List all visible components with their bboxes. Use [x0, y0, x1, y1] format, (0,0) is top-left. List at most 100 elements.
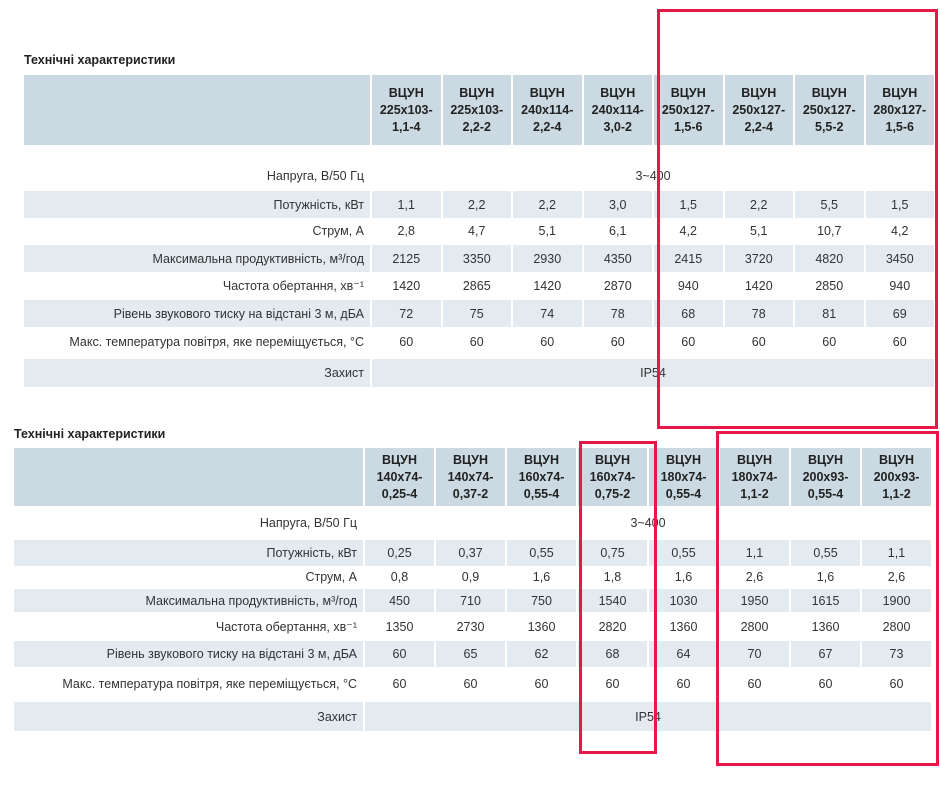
table-row: Рівень звукового тиску на відстані 3 м, … [24, 300, 934, 327]
row-value: 64 [649, 641, 718, 667]
row-value: 1420 [533, 278, 562, 293]
model-header: ВЦУН 160x74-0,75-2 [578, 448, 647, 506]
row-value: 450 [365, 589, 434, 612]
row-value: 0,9 [461, 570, 480, 584]
row-value: 0,37 [436, 540, 505, 566]
row-value: 1420 [744, 278, 773, 293]
row-value: 1540 [578, 589, 647, 612]
model-header: ВЦУН 140x74-0,37-2 [436, 448, 505, 506]
row-value: 0,55 [507, 540, 576, 566]
row-value: 3,0 [583, 191, 652, 218]
table-2-title: Технічні характеристики [14, 427, 166, 441]
row-value: 3450 [865, 245, 934, 272]
row-value-span: IP54 [365, 702, 931, 731]
table-row: Струм, А 2,8 4,7 5,1 6,1 4,2 5,1 10,7 4,2 [24, 218, 934, 244]
row-label: Захист [24, 359, 370, 387]
row-value: 60 [463, 677, 478, 691]
row-label: Захист [14, 702, 363, 731]
model-header: ВЦУН 240x114-2,2-4 [513, 75, 582, 145]
row-value-span: IP54 [372, 359, 934, 387]
table-row: Максимальна продуктивність, м³/год 450 710… [14, 589, 931, 612]
row-value: 60 [365, 641, 434, 667]
table-row: Макс. температура повітря, яке переміщує… [14, 668, 931, 700]
model-header: ВЦУН 160x74-0,55-4 [507, 448, 576, 506]
row-value: 710 [436, 589, 505, 612]
row-value: 68 [578, 641, 647, 667]
row-label: Максимальна продуктивність, м³/год [24, 245, 370, 272]
row-label: Макс. температура повітря, яке переміщує… [69, 335, 364, 349]
row-value: 3720 [724, 245, 793, 272]
row-value: 2415 [654, 245, 723, 272]
row-value: 1350 [385, 619, 414, 634]
row-value: 2125 [372, 245, 441, 272]
table-row: Захист IP54 [24, 359, 934, 387]
table-row: Напруга, В/50 Гц 3~400 [24, 163, 934, 189]
row-value: 1,8 [603, 570, 622, 584]
table-row: Струм, А 0,8 0,9 1,6 1,8 1,6 2,6 1,6 2,6 [14, 566, 931, 588]
table-row: Частота обертання, хв⁻¹ 1350 2730 1360 2820 1… [14, 613, 931, 640]
model-header: ВЦУН 225x103-1,1-4 [372, 75, 441, 145]
row-label: Частота обертання, хв⁻¹ [215, 620, 357, 634]
header-label-cell [24, 75, 370, 145]
row-value: 2,6 [745, 570, 764, 584]
row-label: Рівень звукового тиску на відстані 3 м, … [14, 641, 363, 667]
row-label: Струм, А [312, 224, 364, 238]
row-value: 1,6 [532, 570, 551, 584]
table-header-row: ВЦУН 225x103-1,1-4 ВЦУН 225x103-2,2-2 ВЦУН… [24, 75, 934, 145]
row-value: 60 [889, 677, 904, 691]
row-value: 65 [436, 641, 505, 667]
row-value: 2800 [882, 619, 911, 634]
row-value: 3350 [442, 245, 511, 272]
header-label-cell [14, 448, 363, 506]
row-value: 2930 [513, 245, 582, 272]
table-1-title: Технічні характеристики [24, 53, 176, 67]
row-value: 5,1 [538, 224, 556, 238]
model-header: ВЦУН 225x103-2,2-2 [442, 75, 511, 145]
row-value: 74 [513, 300, 582, 327]
table-header-row: ВЦУН 140x74-0,25-4 ВЦУН 140x74-0,37-2 ВЦУН… [14, 448, 931, 506]
row-value: 0,55 [791, 540, 860, 566]
model-header: ВЦУН 180x74-1,1-2 [720, 448, 789, 506]
row-label: Частота обертання, хв⁻¹ [222, 279, 364, 293]
row-value: 2865 [462, 278, 491, 293]
row-value: 60 [534, 677, 549, 691]
model-header: ВЦУН 200x93-1,1-2 [862, 448, 931, 506]
row-value: 60 [681, 335, 696, 349]
row-value: 60 [676, 677, 691, 691]
row-value: 78 [724, 300, 793, 327]
model-header: ВЦУН 240x114-3,0-2 [583, 75, 652, 145]
row-value: 60 [822, 335, 837, 349]
row-value: 1030 [649, 589, 718, 612]
row-value: 60 [747, 677, 762, 691]
row-value: 60 [392, 677, 407, 691]
row-value: 60 [818, 677, 833, 691]
row-value: 0,8 [390, 570, 409, 584]
row-value: 2,2 [724, 191, 793, 218]
row-value: 1615 [791, 589, 860, 612]
row-value: 72 [372, 300, 441, 327]
model-header: ВЦУН 280x127-1,5-6 [865, 75, 934, 145]
table-row: Потужність, кВт 1,1 2,2 2,2 3,0 1,5 2,2 5,5 1,5 [24, 191, 934, 218]
row-value: 4,7 [468, 224, 486, 238]
row-label: Максимальна продуктивність, м³/год [14, 589, 363, 612]
row-value: 60 [469, 335, 484, 349]
row-label: Потужність, кВт [14, 540, 363, 566]
row-value: 62 [507, 641, 576, 667]
row-value: 1360 [669, 619, 698, 634]
model-header: ВЦУН 250x127-2,2-4 [724, 75, 793, 145]
row-value: 2730 [456, 619, 485, 634]
row-value: 1,5 [865, 191, 934, 218]
model-header: ВЦУН 250x127-5,5-2 [795, 75, 864, 145]
row-label: Струм, А [305, 570, 357, 584]
row-value: 75 [442, 300, 511, 327]
row-value: 0,75 [578, 540, 647, 566]
row-value: 70 [720, 641, 789, 667]
specs-table-2: ВЦУН 140x74-0,25-4 ВЦУН 140x74-0,37-2 ВЦУН… [14, 448, 931, 731]
table-row: Частота обертання, хв⁻¹ 1420 2865 1420 2870 9… [24, 272, 934, 299]
row-value: 0,25 [365, 540, 434, 566]
model-header: ВЦУН 180x74-0,55-4 [649, 448, 718, 506]
row-label: Напруга, В/50 Гц [266, 169, 364, 183]
row-value: 940 [889, 278, 911, 293]
row-label: Потужність, кВт [24, 191, 370, 218]
row-value: 0,55 [649, 540, 718, 566]
